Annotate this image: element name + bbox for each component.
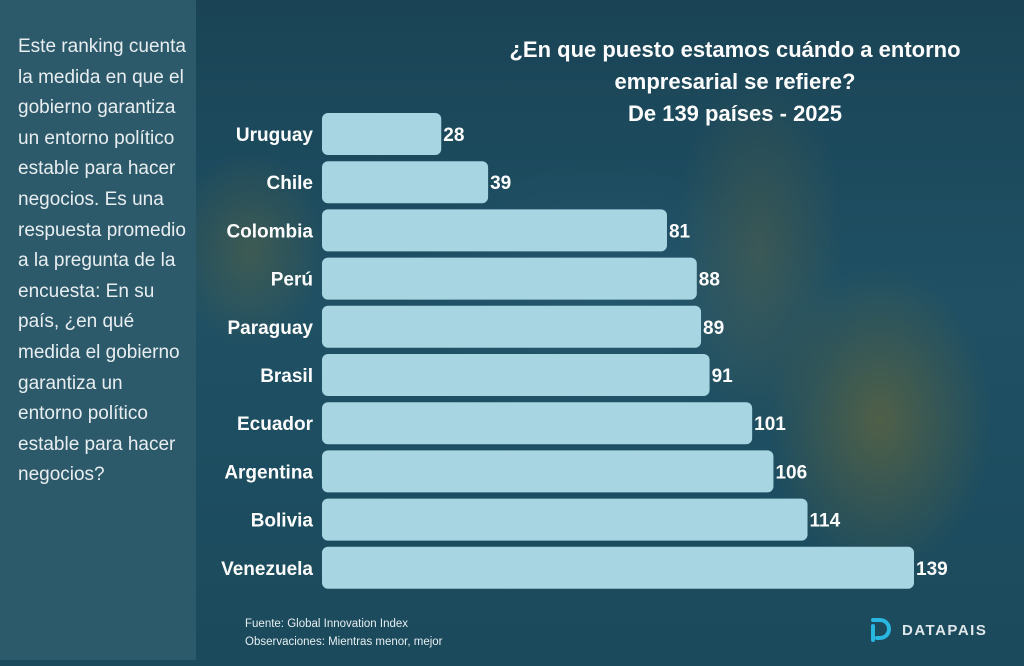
value-label: 91 [712,366,734,387]
bar [322,402,753,445]
bar-group: Venezuela 139 [221,546,948,589]
bar [322,257,697,300]
footer-notes: Fuente: Global Innovation Index Observac… [245,615,443,651]
bar [322,113,442,155]
bar-group: Colombia 81 [226,209,691,252]
category-label: Bolivia [251,511,314,532]
bar [322,354,710,396]
category-label: Paraguay [227,318,313,339]
bar-group: Bolivia 114 [251,498,841,541]
bar-group: Ecuador 101 [237,402,786,445]
bar-group: Chile 39 [267,161,511,204]
bar [322,498,808,541]
value-label: 28 [443,125,464,146]
value-label: 114 [810,511,841,532]
category-label: Venezuela [221,559,313,580]
source-note: Fuente: Global Innovation Index [245,618,409,630]
sidebar-panel: Este ranking cuenta la medida en que el … [0,0,196,660]
category-label: Colombia [226,221,313,242]
bar-group: Uruguay 28 [236,113,464,155]
bar-group: Paraguay 89 [227,305,724,348]
sidebar-description: Este ranking cuenta la medida en que el … [18,36,186,486]
bar-group: Brasil 91 [260,354,733,396]
bar [322,209,667,252]
value-label: 106 [775,462,807,483]
value-label: 88 [699,270,720,291]
bar [322,546,914,589]
bar [322,450,774,493]
category-label: Perú [271,270,313,291]
chart-subtitle: De 139 países - 2025 [627,101,843,126]
bar [322,305,702,348]
chart-title: ¿En que puesto estamos cuándo a entorno … [509,37,961,94]
datapais-d-logo-icon [871,618,891,642]
observation-note: Observaciones: Mientras menor, mejor [245,636,443,648]
bar-group: Argentina 106 [224,450,807,493]
category-label: Brasil [260,366,313,387]
value-label: 101 [754,414,786,435]
brand-logo: DATAPAIS [870,617,987,643]
category-label: Chile [267,173,313,194]
category-label: Argentina [224,462,313,483]
category-label: Ecuador [237,414,314,435]
brand-name: DATAPAIS [902,621,988,639]
value-label: 139 [916,559,948,580]
bar [322,161,489,204]
chart-title-block: ¿En que puesto estamos cuándo a entorno … [470,34,1000,130]
bar-group: Perú 88 [271,257,720,300]
value-label: 89 [703,318,724,339]
category-label: Uruguay [236,125,314,146]
value-label: 81 [669,221,691,242]
value-label: 39 [490,173,511,194]
